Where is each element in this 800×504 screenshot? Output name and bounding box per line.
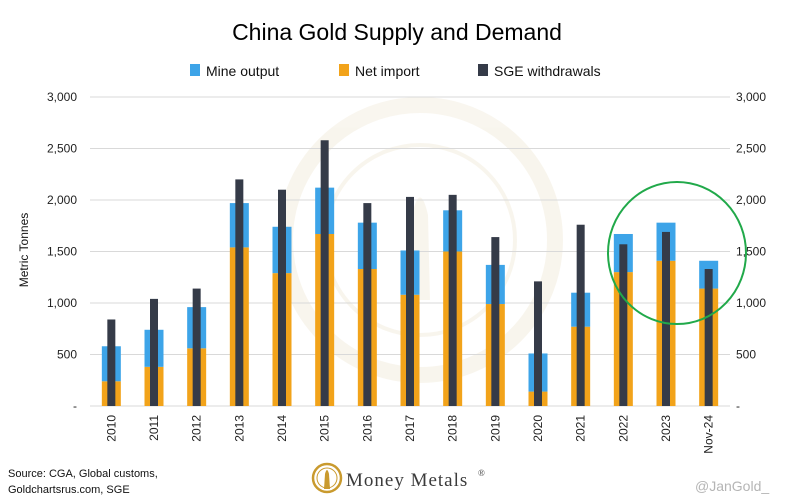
- x-tick-label: Nov-24: [702, 415, 716, 454]
- legend-label-net-import: Net import: [355, 63, 420, 79]
- x-tick-label: 2020: [531, 415, 545, 442]
- bar-sge-withdrawals: [320, 140, 329, 406]
- y-tick-label-right: 2,500: [736, 142, 766, 156]
- x-tick-label: 2018: [446, 415, 460, 442]
- x-tick-label: 2021: [574, 415, 588, 442]
- x-tick-label: 2010: [104, 415, 118, 442]
- x-tick-label: 2019: [488, 415, 502, 442]
- x-tick-label: 2011: [147, 415, 161, 441]
- x-axis: 2010 2011 2012 2013 2014 2015 2016 2017 2018 2019…: [104, 415, 715, 454]
- y-tick-label-right: 3,000: [736, 90, 766, 104]
- y-tick-label-right: 1,000: [736, 296, 766, 310]
- y-tick-label-right: -: [736, 399, 740, 413]
- legend-label-sge-withdrawals: SGE withdrawals: [494, 63, 601, 79]
- legend-swatch-mine-output: [190, 64, 200, 76]
- source-line-1: Source: CGA, Global customs,: [8, 468, 158, 480]
- bar-sge-withdrawals: [534, 281, 542, 406]
- bar-sge-withdrawals: [150, 298, 158, 406]
- bar-sge-withdrawals: [704, 269, 713, 406]
- legend-swatch-net-import: [339, 64, 349, 76]
- bar-sge-withdrawals: [235, 179, 244, 406]
- brand-name: Money Metals: [346, 470, 468, 491]
- brand-trademark: ®: [478, 468, 485, 478]
- y-axis-right: - 500 1,000 1,500 2,000 2,500 3,000: [736, 90, 766, 413]
- y-tick-label-left: 2,000: [47, 193, 77, 207]
- y-tick-label-left: -: [73, 399, 77, 413]
- y-tick-label-left: 2,500: [47, 142, 77, 156]
- x-tick-label: 2017: [403, 415, 417, 442]
- legend-swatch-sge-withdrawals: [478, 64, 488, 76]
- y-tick-label-right: 500: [736, 348, 756, 362]
- bar-sge-withdrawals: [619, 244, 628, 406]
- y-tick-label-left: 1,000: [47, 296, 77, 310]
- y-tick-label-right: 1,500: [736, 245, 766, 259]
- source-line-2: Goldchartsrus.com, SGE: [8, 484, 130, 496]
- money-metals-logo: Money Metals ®: [311, 462, 485, 494]
- x-tick-label: 2012: [190, 415, 204, 442]
- legend-label-mine-output: Mine output: [206, 63, 279, 79]
- bar-sge-withdrawals: [448, 194, 457, 406]
- bar-sge-withdrawals: [406, 196, 414, 406]
- y-tick-label-left: 500: [57, 348, 77, 362]
- y-tick-label-left: 3,000: [47, 90, 77, 104]
- bar-sge-withdrawals: [576, 224, 585, 406]
- bars: [101, 140, 719, 406]
- x-tick-label: 2015: [318, 415, 332, 442]
- x-tick-label: 2014: [275, 415, 289, 442]
- bar-sge-withdrawals: [107, 319, 116, 406]
- author-handle: @JanGold_: [695, 478, 769, 494]
- x-tick-label: 2013: [232, 415, 246, 442]
- bar-sge-withdrawals: [491, 237, 500, 406]
- x-tick-label: 2016: [360, 415, 374, 442]
- bar-sge-withdrawals: [662, 231, 670, 406]
- y-axis-left: - 500 1,000 1,500 2,000 2,500 3,000: [47, 90, 77, 413]
- y-axis-label: Metric Tonnes: [17, 213, 31, 287]
- x-tick-label: 2023: [659, 415, 673, 442]
- bar-sge-withdrawals: [363, 203, 372, 406]
- bar-sge-withdrawals: [278, 189, 286, 406]
- bar-sge-withdrawals: [192, 288, 201, 406]
- highlight-circle: [607, 181, 747, 325]
- chart-title: China Gold Supply and Demand: [232, 19, 562, 45]
- legend: Mine output Net import SGE withdrawals: [190, 63, 601, 79]
- y-tick-label-left: 1,500: [47, 245, 77, 259]
- y-tick-label-right: 2,000: [736, 193, 766, 207]
- x-tick-label: 2022: [616, 415, 630, 442]
